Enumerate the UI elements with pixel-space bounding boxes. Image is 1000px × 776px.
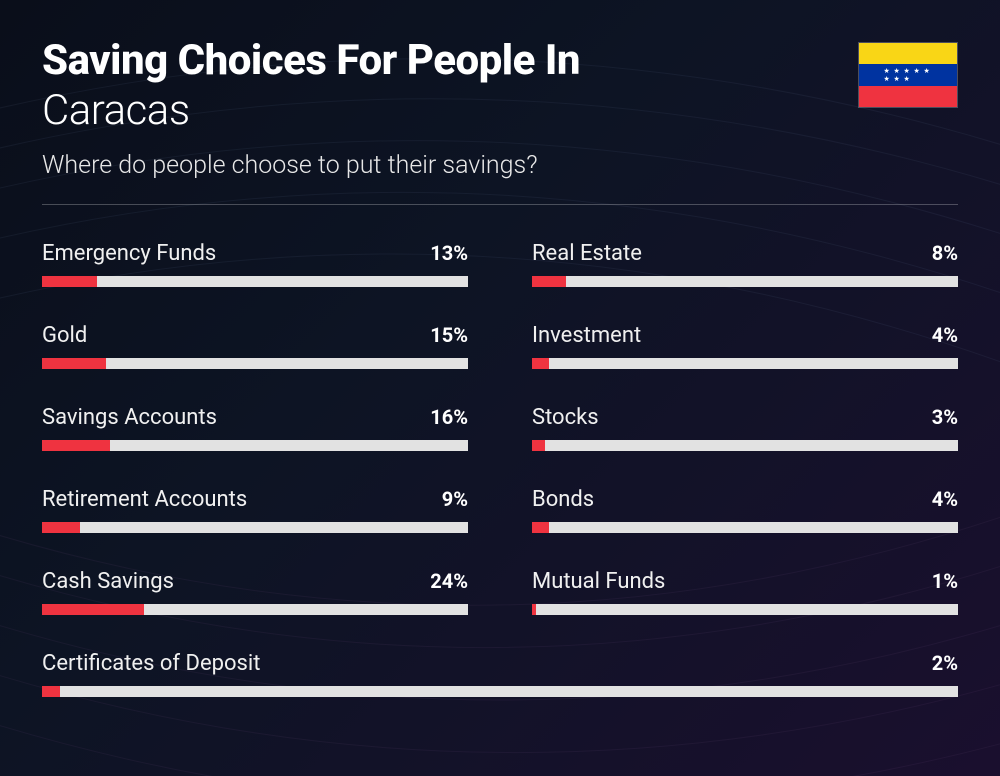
bar-grid: Emergency Funds 13% Real Estate 8% Gold 15% In…	[42, 241, 958, 697]
bar-item: Mutual Funds 1%	[532, 569, 958, 615]
flag-stars: ★ ★ ★ ★ ★ ★ ★ ★	[884, 67, 933, 83]
bar-track	[532, 358, 958, 369]
bar-item-head: Investment 4%	[532, 323, 958, 348]
bar-item-head: Retirement Accounts 9%	[42, 487, 468, 512]
bar-fill	[532, 358, 549, 369]
bar-fill	[42, 604, 144, 615]
bar-item-head: Cash Savings 24%	[42, 569, 468, 594]
bar-label: Certificates of Deposit	[42, 651, 260, 676]
bar-item: Cash Savings 24%	[42, 569, 468, 615]
bar-value: 8%	[932, 241, 958, 265]
bar-value: 1%	[932, 569, 958, 593]
bar-track	[532, 276, 958, 287]
bar-item-head: Mutual Funds 1%	[532, 569, 958, 594]
bar-value: 2%	[932, 651, 958, 675]
bar-item: Investment 4%	[532, 323, 958, 369]
bar-value: 4%	[932, 487, 958, 511]
flag-venezuela: ★ ★ ★ ★ ★ ★ ★ ★	[858, 42, 958, 108]
flag-stripe-red	[859, 86, 957, 107]
bar-fill	[42, 440, 110, 451]
title-line2: Caracas	[42, 86, 858, 136]
bar-value: 16%	[430, 405, 468, 429]
bar-track	[42, 522, 468, 533]
bar-label: Savings Accounts	[42, 405, 217, 430]
bar-fill	[532, 276, 566, 287]
bar-value: 9%	[442, 487, 468, 511]
bar-fill	[42, 522, 80, 533]
bar-value: 3%	[932, 405, 958, 429]
bar-item: Retirement Accounts 9%	[42, 487, 468, 533]
bar-track	[532, 522, 958, 533]
bar-item: Emergency Funds 13%	[42, 241, 468, 287]
bar-value: 4%	[932, 323, 958, 347]
bar-fill	[42, 686, 60, 697]
bar-track	[42, 604, 468, 615]
bar-track	[532, 440, 958, 451]
bar-label: Gold	[42, 323, 87, 348]
bar-fill	[532, 522, 549, 533]
bar-item: Savings Accounts 16%	[42, 405, 468, 451]
bar-fill	[42, 276, 97, 287]
bar-label: Emergency Funds	[42, 241, 216, 266]
bar-value: 24%	[430, 569, 468, 593]
bar-fill	[42, 358, 106, 369]
bar-item: Bonds 4%	[532, 487, 958, 533]
bar-label: Mutual Funds	[532, 569, 665, 594]
bar-track	[42, 358, 468, 369]
bar-track	[42, 440, 468, 451]
bar-item-head: Savings Accounts 16%	[42, 405, 468, 430]
bar-item-head: Certificates of Deposit 2%	[42, 651, 958, 676]
bar-item-head: Bonds 4%	[532, 487, 958, 512]
bar-label: Cash Savings	[42, 569, 174, 594]
bar-label: Investment	[532, 323, 641, 348]
title-line1: Saving Choices For People In	[42, 38, 858, 84]
bar-value: 13%	[430, 241, 468, 265]
divider	[42, 204, 958, 205]
bar-label: Stocks	[532, 405, 599, 430]
bar-item: Certificates of Deposit 2%	[42, 651, 958, 697]
bar-label: Bonds	[532, 487, 594, 512]
subtitle: Where do people choose to put their savi…	[42, 151, 858, 180]
bar-label: Retirement Accounts	[42, 487, 247, 512]
bar-item: Stocks 3%	[532, 405, 958, 451]
header: Saving Choices For People In Caracas Whe…	[42, 38, 958, 180]
bar-track	[532, 604, 958, 615]
bar-item: Gold 15%	[42, 323, 468, 369]
flag-stripe-yellow	[859, 43, 957, 64]
title-block: Saving Choices For People In Caracas Whe…	[42, 38, 858, 180]
bar-item-head: Real Estate 8%	[532, 241, 958, 266]
bar-value: 15%	[430, 323, 468, 347]
bar-item: Real Estate 8%	[532, 241, 958, 287]
bar-track	[42, 276, 468, 287]
bar-label: Real Estate	[532, 241, 642, 266]
infographic-container: Saving Choices For People In Caracas Whe…	[0, 0, 1000, 697]
bar-item-head: Stocks 3%	[532, 405, 958, 430]
bar-item-head: Gold 15%	[42, 323, 468, 348]
bar-item-head: Emergency Funds 13%	[42, 241, 468, 266]
bar-fill	[532, 440, 545, 451]
bar-track	[42, 686, 958, 697]
bar-fill	[532, 604, 536, 615]
